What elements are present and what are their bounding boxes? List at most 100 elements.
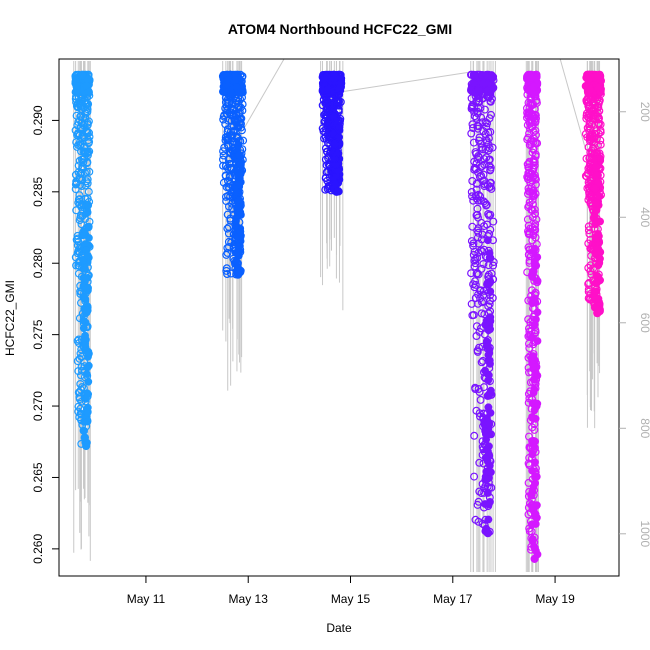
data-point xyxy=(591,100,600,109)
data-point xyxy=(484,515,493,524)
data-point xyxy=(525,124,534,133)
data-point xyxy=(321,173,330,182)
data-point xyxy=(531,111,540,120)
data-point xyxy=(477,218,486,227)
data-point xyxy=(484,261,493,270)
data-point xyxy=(591,287,599,296)
data-point xyxy=(486,296,495,305)
data-point xyxy=(584,75,593,84)
data-point xyxy=(485,349,494,357)
data-point xyxy=(84,187,93,196)
data-point xyxy=(72,235,81,244)
right-tick-label: 600 xyxy=(638,313,650,333)
series-flight-4 xyxy=(467,70,498,538)
data-point xyxy=(79,231,88,239)
data-point xyxy=(485,156,494,165)
data-point xyxy=(529,296,537,305)
y-axis-label: HCFC22_GMI xyxy=(3,280,17,356)
data-point xyxy=(81,433,89,442)
data-point xyxy=(80,147,89,156)
data-point xyxy=(470,107,479,116)
data-point xyxy=(596,217,604,226)
data-point xyxy=(484,146,493,155)
data-point xyxy=(481,366,490,375)
data-point xyxy=(584,164,593,173)
y-tick-label: 0.280 xyxy=(31,248,45,278)
data-point xyxy=(525,129,534,138)
data-point xyxy=(468,222,477,231)
data-point xyxy=(592,163,600,172)
data-point xyxy=(83,417,92,426)
data-point xyxy=(82,177,91,186)
data-point xyxy=(594,294,603,303)
data-point xyxy=(528,223,537,232)
data-point-min xyxy=(233,270,243,279)
data-point xyxy=(323,119,332,128)
data-point xyxy=(530,406,539,415)
data-point xyxy=(75,191,84,200)
data-point xyxy=(532,363,541,371)
data-point xyxy=(322,97,331,106)
data-point xyxy=(528,272,536,281)
data-point xyxy=(582,109,591,118)
data-point xyxy=(223,140,232,149)
data-point xyxy=(235,180,243,189)
data-point xyxy=(528,333,536,342)
data-point xyxy=(77,101,86,110)
series-flight-3 xyxy=(318,70,346,196)
data-point xyxy=(591,184,599,193)
data-point xyxy=(474,290,483,299)
data-point xyxy=(530,158,539,167)
data-point xyxy=(79,113,88,122)
data-point xyxy=(78,131,87,140)
data-point xyxy=(531,437,539,446)
data-point xyxy=(484,392,493,400)
data-point xyxy=(530,320,539,329)
data-point xyxy=(74,247,83,256)
data-point xyxy=(473,155,482,164)
data-point xyxy=(82,274,90,283)
data-point xyxy=(331,139,339,148)
data-point xyxy=(585,85,595,94)
data-point xyxy=(533,399,542,408)
data-point xyxy=(470,283,479,292)
data-point xyxy=(482,153,491,162)
data-point xyxy=(470,163,479,172)
series-flight-1 xyxy=(71,70,94,451)
data-point xyxy=(76,169,85,178)
data-point xyxy=(478,145,487,154)
data-point xyxy=(234,103,243,112)
data-point xyxy=(76,385,85,394)
data-point xyxy=(593,244,602,252)
data-point xyxy=(529,82,538,92)
x-tick-label: May 15 xyxy=(331,592,371,606)
data-point xyxy=(484,210,493,219)
data-point xyxy=(77,71,86,80)
data-point xyxy=(83,408,91,417)
data-point xyxy=(221,172,230,181)
x-axis: May 11 May 13 May 15 May 17 May 19 xyxy=(127,576,575,606)
data-point xyxy=(227,116,236,125)
data-point xyxy=(531,510,540,519)
data-point xyxy=(596,128,605,137)
data-point xyxy=(480,182,489,191)
data-point xyxy=(472,406,481,415)
data-point xyxy=(479,197,488,206)
altitude-trace-connector xyxy=(559,58,587,151)
data-points-group xyxy=(71,70,606,564)
y-tick-label: 0.275 xyxy=(31,319,45,349)
data-point xyxy=(529,352,538,360)
data-point xyxy=(528,413,536,421)
data-point xyxy=(486,96,495,105)
data-point xyxy=(329,129,338,138)
data-point xyxy=(533,308,542,317)
data-point xyxy=(479,260,488,269)
data-point xyxy=(85,167,94,176)
data-point xyxy=(530,244,539,253)
data-point xyxy=(484,376,493,385)
data-point xyxy=(334,97,343,106)
y-axis-right: 200 400 600 800 1000 xyxy=(619,102,650,547)
data-point xyxy=(484,128,493,137)
data-point-min xyxy=(332,187,341,196)
data-point xyxy=(76,380,85,389)
